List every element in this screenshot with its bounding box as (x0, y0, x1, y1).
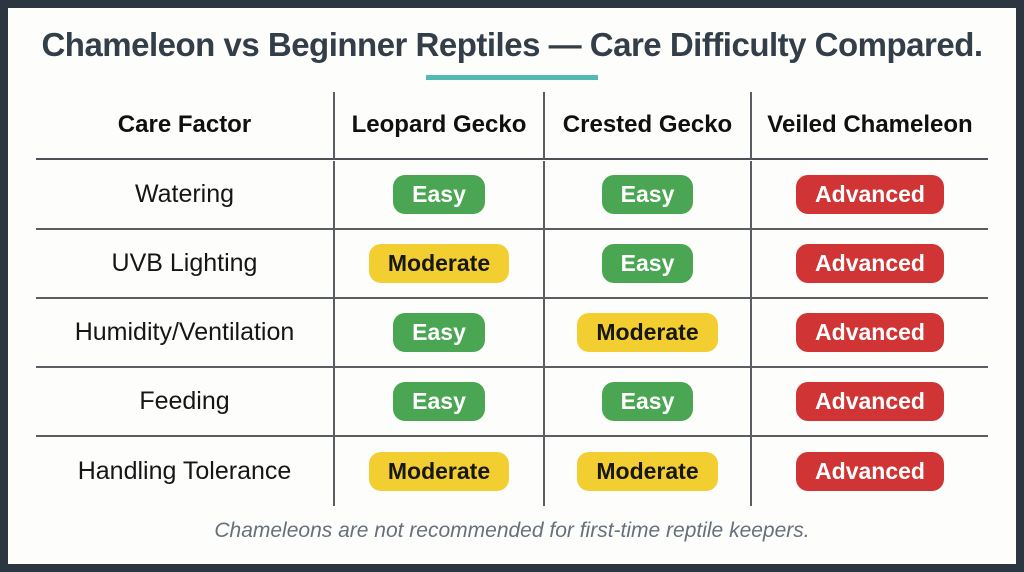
difficulty-badge: Easy (393, 382, 485, 421)
difficulty-badge: Easy (393, 175, 485, 214)
title-accent-underline (426, 75, 598, 80)
column-header-crested-gecko: Crested Gecko (543, 92, 750, 160)
difficulty-badge: Moderate (368, 244, 510, 283)
difficulty-badge: Advanced (796, 382, 944, 421)
table-cell: Easy (333, 299, 543, 368)
difficulty-badge: Advanced (796, 313, 944, 352)
difficulty-badge: Advanced (796, 452, 944, 491)
difficulty-badge: Easy (601, 382, 694, 421)
table-cell: Advanced (750, 437, 988, 506)
difficulty-badge: Easy (601, 175, 694, 214)
difficulty-badge: Moderate (577, 452, 718, 491)
row-label-humidity-ventilation: Humidity/Ventilation (36, 299, 333, 368)
column-header-veiled-chameleon: Veiled Chameleon (750, 92, 988, 160)
footer-note: Chameleons are not recommended for first… (214, 519, 810, 542)
column-header-care-factor: Care Factor (36, 92, 333, 160)
row-label-watering: Watering (36, 161, 333, 230)
difficulty-badge: Moderate (577, 313, 718, 352)
row-label-feeding: Feeding (36, 368, 333, 437)
difficulty-badge: Easy (393, 313, 485, 352)
difficulty-badge: Moderate (368, 452, 510, 491)
column-header-leopard-gecko: Leopard Gecko (333, 92, 543, 160)
table-cell: Advanced (750, 368, 988, 437)
table-cell: Moderate (333, 437, 543, 506)
table-cell: Easy (333, 368, 543, 437)
table-cell: Easy (543, 161, 750, 230)
table-cell: Easy (543, 368, 750, 437)
table-cell: Advanced (750, 230, 988, 299)
row-label-handling-tolerance: Handling Tolerance (77, 457, 292, 485)
table-cell: Moderate (543, 299, 750, 368)
table-cell: Easy (333, 161, 543, 230)
table-cell: Easy (543, 230, 750, 299)
table-cell: Advanced (750, 161, 988, 230)
row-label-uvb-lighting: UVB Lighting (36, 230, 333, 299)
page-title: Chameleon vs Beginner Reptiles — Care Di… (41, 26, 983, 63)
difficulty-badge: Advanced (796, 175, 944, 214)
table-cell: Moderate (543, 437, 750, 506)
difficulty-badge: Easy (601, 244, 694, 283)
difficulty-badge: Advanced (796, 244, 944, 283)
table-cell: Moderate (333, 230, 543, 299)
table-cell: Advanced (750, 299, 988, 368)
care-difficulty-table: Care Factor Leopard Gecko Crested Gecko … (36, 92, 988, 506)
